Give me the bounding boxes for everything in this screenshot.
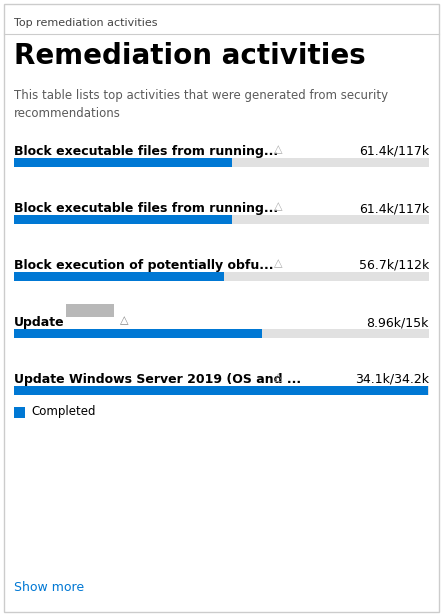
Text: This table lists top activities that were generated from security
recommendation: This table lists top activities that wer… [14, 89, 388, 120]
FancyBboxPatch shape [14, 215, 429, 224]
Text: △: △ [274, 258, 283, 268]
FancyBboxPatch shape [14, 386, 429, 395]
FancyBboxPatch shape [14, 329, 262, 338]
Text: △: △ [274, 201, 283, 211]
Text: Completed: Completed [31, 405, 96, 418]
Text: Update: Update [14, 316, 65, 329]
Text: Update Windows Server 2019 (OS and ...: Update Windows Server 2019 (OS and ... [14, 373, 301, 386]
FancyBboxPatch shape [14, 272, 429, 281]
FancyBboxPatch shape [66, 304, 114, 317]
FancyBboxPatch shape [14, 272, 224, 281]
FancyBboxPatch shape [14, 386, 428, 395]
Text: 61.4k/117k: 61.4k/117k [359, 145, 429, 158]
FancyBboxPatch shape [14, 329, 429, 338]
FancyBboxPatch shape [14, 407, 25, 418]
FancyBboxPatch shape [4, 4, 439, 612]
Text: △: △ [274, 372, 283, 382]
Text: Show more: Show more [14, 581, 84, 594]
Text: Remediation activities: Remediation activities [14, 42, 366, 70]
Text: Block executable files from running...: Block executable files from running... [14, 202, 278, 215]
Text: Block executable files from running...: Block executable files from running... [14, 145, 278, 158]
Text: 56.7k/112k: 56.7k/112k [359, 259, 429, 272]
Text: Block execution of potentially obfu...: Block execution of potentially obfu... [14, 259, 273, 272]
Text: 8.96k/15k: 8.96k/15k [367, 316, 429, 329]
FancyBboxPatch shape [14, 158, 429, 167]
FancyBboxPatch shape [14, 158, 232, 167]
Text: 61.4k/117k: 61.4k/117k [359, 202, 429, 215]
Text: △: △ [274, 144, 283, 154]
Text: 34.1k/34.2k: 34.1k/34.2k [355, 373, 429, 386]
Text: Top remediation activities: Top remediation activities [14, 18, 158, 28]
FancyBboxPatch shape [14, 215, 232, 224]
Text: △: △ [120, 315, 128, 325]
